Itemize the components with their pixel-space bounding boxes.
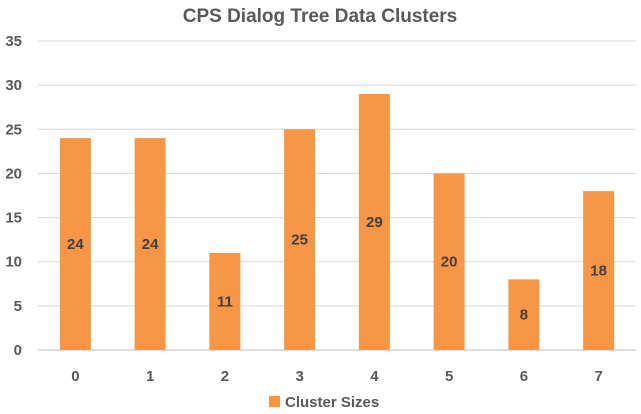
legend: Cluster Sizes	[269, 394, 379, 411]
x-tick-label-3: 3	[295, 368, 303, 385]
y-tick-label-10: 10	[5, 254, 22, 271]
data-labels: 24 24 11 25 29 20 8 18	[67, 214, 607, 324]
data-label-category-3: 25	[291, 232, 308, 249]
x-tick-label-6: 6	[520, 368, 528, 385]
data-label-category-2: 11	[217, 293, 233, 310]
y-tick-label-25: 25	[5, 121, 22, 138]
bar-category-0	[59, 138, 91, 350]
y-tick-label-0: 0	[14, 342, 22, 359]
y-axis-tick-labels: 0 5 10 15 20 25 30 35	[5, 33, 22, 359]
data-label-category-5: 20	[441, 254, 458, 271]
legend-swatch-cluster-sizes	[269, 396, 280, 407]
x-tick-label-0: 0	[71, 368, 79, 385]
y-tick-label-15: 15	[5, 210, 22, 227]
y-tick-label-35: 35	[5, 33, 22, 50]
data-label-category-4: 29	[366, 214, 383, 231]
x-tick-label-5: 5	[445, 368, 453, 385]
x-axis-tick-labels: 0 1 2 3 4 5 6 7	[71, 368, 603, 385]
y-tick-label-30: 30	[5, 77, 22, 94]
x-tick-label-7: 7	[594, 368, 602, 385]
bar-category-1	[134, 138, 166, 350]
y-tick-label-5: 5	[14, 298, 22, 315]
bar-category-5	[433, 173, 465, 350]
data-label-category-6: 8	[520, 307, 528, 324]
bar-category-2	[209, 252, 241, 350]
gridlines	[38, 40, 636, 351]
bar-category-3	[284, 129, 316, 350]
bars	[59, 93, 615, 350]
data-label-category-7: 18	[590, 263, 607, 280]
bar-category-7	[583, 191, 615, 350]
data-label-category-1: 24	[142, 236, 159, 253]
y-tick-label-20: 20	[5, 165, 22, 182]
bar-category-6	[508, 279, 540, 350]
data-label-category-0: 24	[67, 236, 84, 253]
x-tick-label-2: 2	[221, 368, 229, 385]
chart-title: CPS Dialog Tree Data Clusters	[183, 6, 458, 27]
bar-category-4	[358, 93, 390, 350]
legend-label-cluster-sizes: Cluster Sizes	[285, 394, 379, 411]
x-tick-label-4: 4	[370, 368, 379, 385]
x-tick-label-1: 1	[146, 368, 154, 385]
